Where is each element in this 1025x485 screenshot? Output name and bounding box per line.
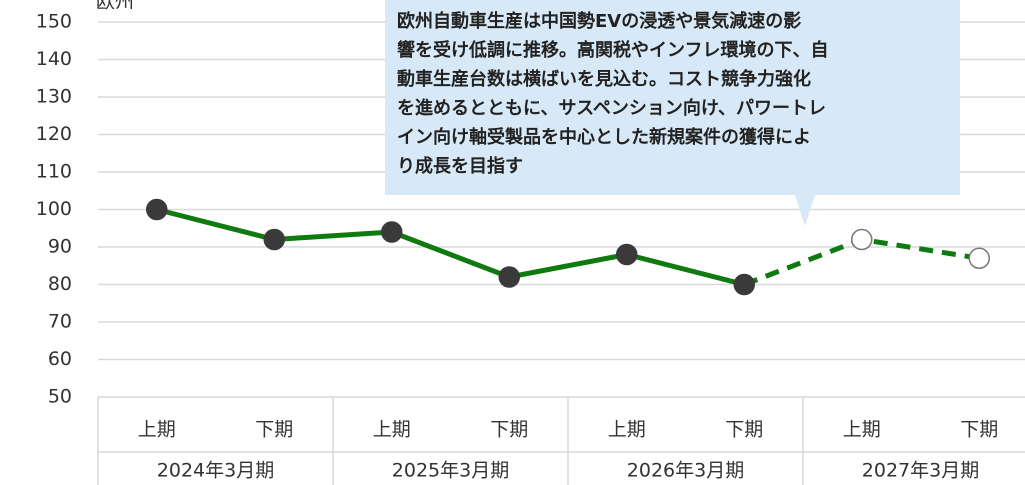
annotation-pointer <box>795 195 815 226</box>
data-point <box>616 243 638 266</box>
chart-title: 欧州 <box>96 0 134 13</box>
annotation-text: り成長を目指す <box>397 155 523 177</box>
x-tick-label: 下期 <box>725 419 763 441</box>
data-point <box>263 228 285 251</box>
y-tick-label: 100 <box>36 198 72 220</box>
data-point <box>733 273 755 296</box>
x-tick-label: 下期 <box>960 419 998 441</box>
annotation-box <box>385 0 960 195</box>
x-tick-label: 下期 <box>490 419 528 441</box>
y-tick-label: 80 <box>48 273 72 295</box>
annotation-text: 欧州自動車生産は中国勢EVの浸透や景気減速の影 <box>397 10 801 32</box>
x-tick-label: 上期 <box>138 419 176 441</box>
annotation-text: 響を受け低調に推移。高関税やインフレ環境の下、自 <box>397 39 828 61</box>
y-tick-label: 110 <box>36 161 72 183</box>
y-tick-label: 150 <box>36 11 72 33</box>
x-tick-label: 上期 <box>373 419 411 441</box>
group-label: 2026年3月期 <box>627 460 744 482</box>
y-tick-label: 90 <box>48 236 72 258</box>
group-label: 2025年3月期 <box>392 460 509 482</box>
annotation-text: を進めるとともに、サスペンション向け、パワートレ <box>397 97 826 119</box>
y-tick-label: 140 <box>36 48 72 70</box>
data-point <box>146 198 168 221</box>
x-tick-label: 上期 <box>843 419 881 441</box>
y-tick-label: 120 <box>36 123 72 145</box>
x-tick-label: 下期 <box>255 419 293 441</box>
y-tick-label: 70 <box>48 311 72 333</box>
data-point <box>498 266 520 288</box>
y-tick-label: 130 <box>36 86 72 108</box>
x-tick-label: 上期 <box>608 419 646 441</box>
y-tick-label: 50 <box>48 386 72 408</box>
y-tick-label: 60 <box>48 348 72 370</box>
group-label: 2024年3月期 <box>157 460 274 482</box>
annotation-text: イン向け軸受製品を中心とした新規案件の獲得によ <box>397 126 811 148</box>
group-label: 2027年3月期 <box>862 460 979 482</box>
actual-line <box>156 207 745 287</box>
annotation-text: 動車生産台数は横ばいを見込む。コスト競争力強化 <box>397 68 811 90</box>
data-point <box>851 228 873 251</box>
data-point <box>381 221 403 243</box>
data-point <box>968 247 990 269</box>
